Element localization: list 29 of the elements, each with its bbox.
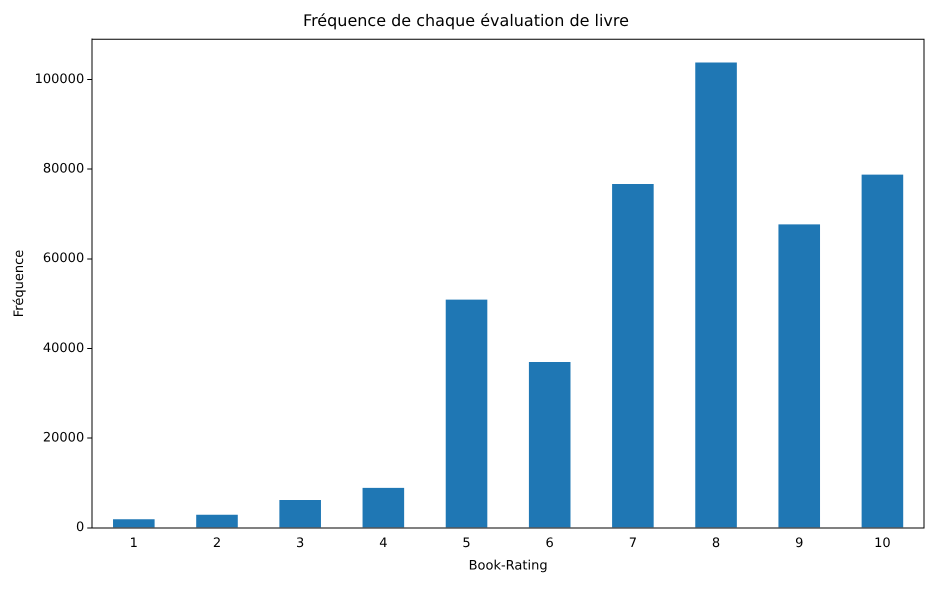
x-tick-label: 5 bbox=[462, 536, 471, 551]
x-tick-label: 10 bbox=[874, 536, 891, 551]
bar bbox=[362, 488, 404, 528]
bar bbox=[862, 174, 904, 528]
y-tick-label: 40000 bbox=[42, 340, 84, 356]
y-axis-title: Fréquence bbox=[12, 250, 28, 318]
y-tick-label: 0 bbox=[76, 520, 84, 536]
bar bbox=[446, 300, 488, 528]
x-axis-title: Book-Rating bbox=[468, 558, 548, 574]
bar bbox=[612, 184, 654, 528]
bar bbox=[528, 362, 570, 528]
chart-title: Fréquence de chaque évaluation de livre bbox=[303, 10, 629, 30]
y-tick-label: 20000 bbox=[42, 430, 84, 446]
bar bbox=[279, 500, 321, 528]
bar bbox=[695, 62, 737, 528]
y-tick-label: 60000 bbox=[42, 251, 84, 266]
x-tick-label: 9 bbox=[795, 536, 804, 551]
bar bbox=[113, 519, 155, 528]
bar bbox=[196, 514, 238, 528]
x-tick-label: 7 bbox=[628, 536, 638, 551]
x-tick-label: 4 bbox=[379, 536, 388, 551]
x-tick-label: 3 bbox=[296, 536, 304, 551]
x-tick-label: 2 bbox=[212, 536, 222, 551]
bar bbox=[778, 224, 820, 528]
y-tick-label: 80000 bbox=[42, 162, 84, 177]
y-tick-label: 100000 bbox=[34, 72, 84, 87]
x-tick-label: 8 bbox=[712, 536, 720, 551]
x-tick-label: 1 bbox=[130, 536, 138, 551]
x-tick-label: 6 bbox=[546, 536, 554, 551]
